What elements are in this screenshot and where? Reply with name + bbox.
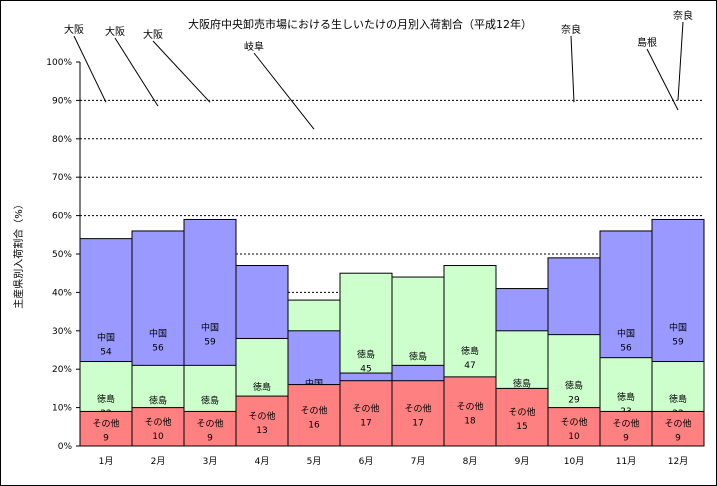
- segment-value-label: 17: [412, 418, 423, 428]
- segment-name-label: 徳島: [565, 379, 583, 391]
- segment-value-label: 59: [204, 338, 216, 348]
- segment-value-label: 10: [568, 432, 580, 442]
- y-tick-label: 80%: [52, 135, 72, 145]
- segment-value-label: 18: [464, 416, 476, 426]
- bar-segment: [235, 395, 289, 447]
- segment-value-label: 13: [256, 426, 267, 436]
- x-tick-label: 3月: [203, 456, 218, 467]
- segment-name-label: 徳島: [461, 345, 479, 357]
- segment-value-label: 56: [152, 343, 164, 353]
- callout-line: [570, 35, 575, 103]
- segment-name-label: 中国: [149, 327, 167, 339]
- y-tick-label: 90%: [52, 96, 72, 106]
- x-tick-label: 8月: [463, 456, 478, 467]
- segment-name-label: 徳島: [149, 395, 167, 407]
- x-tick-label: 2月: [151, 456, 166, 467]
- segment-value-label: 9: [103, 434, 109, 444]
- y-tick-label: 40%: [52, 288, 72, 298]
- callout-line: [677, 21, 684, 101]
- bar-segment: [599, 410, 653, 447]
- bar-segment: [547, 407, 601, 447]
- x-tick-label: 9月: [515, 456, 530, 467]
- segment-name-label: 中国: [201, 322, 219, 334]
- callout-line: [253, 52, 315, 130]
- bar-segment: [443, 376, 497, 447]
- segment-value-label: 10: [152, 432, 164, 442]
- x-tick-label: 4月: [255, 456, 270, 467]
- bar-segment: [131, 407, 185, 447]
- segment-value-label: 56: [620, 343, 632, 353]
- y-tick-label: 60%: [52, 212, 72, 222]
- callout-line: [114, 37, 159, 107]
- segment-value-label: 45: [360, 365, 371, 375]
- segment-value-label: 54: [100, 347, 112, 357]
- segment-value-label: 9: [207, 434, 213, 444]
- x-tick-label: 1月: [99, 456, 114, 467]
- segment-name-label: 徳島: [253, 381, 271, 393]
- segment-value-label: 59: [672, 338, 684, 348]
- segment-value-label: 15: [516, 422, 527, 432]
- segment-name-label: その他: [352, 402, 379, 414]
- segment-value-label: 29: [568, 395, 580, 405]
- segment-name-label: 徳島: [97, 393, 115, 405]
- callout-label: 奈良: [673, 9, 693, 22]
- bar-segment: [339, 380, 393, 447]
- segment-name-label: その他: [404, 402, 431, 414]
- segment-value-label: 17: [360, 418, 371, 428]
- segment-value-label: 47: [464, 361, 475, 371]
- segment-name-label: その他: [144, 416, 171, 428]
- x-tick-label: 5月: [307, 456, 322, 467]
- segment-name-label: 徳島: [617, 391, 635, 403]
- y-tick-label: 30%: [52, 327, 72, 337]
- y-tick-label: 100%: [46, 58, 72, 68]
- callout-label: 大阪: [143, 28, 163, 41]
- callout-line: [73, 35, 107, 103]
- segment-name-label: その他: [560, 416, 587, 428]
- segment-name-label: 徳島: [201, 395, 219, 407]
- y-tick-label: 10%: [52, 404, 72, 414]
- x-tick-label: 6月: [359, 456, 374, 467]
- segment-name-label: その他: [300, 404, 327, 416]
- x-tick-label: 10月: [564, 456, 584, 467]
- segment-name-label: 徳島: [409, 351, 427, 363]
- segment-value-label: 9: [675, 434, 681, 444]
- segment-name-label: 中国: [669, 322, 687, 334]
- chart-title: 大阪府中央卸売市場における生しいたけの月別入荷割合（平成12年）: [188, 17, 532, 31]
- callout-line: [646, 48, 679, 111]
- callout-line: [152, 40, 211, 103]
- segment-name-label: 徳島: [669, 393, 687, 405]
- segment-name-label: その他: [664, 418, 691, 430]
- segment-name-label: その他: [248, 410, 275, 422]
- callout-label: 大阪: [64, 23, 84, 36]
- bar-segment: [183, 410, 237, 447]
- bar-segment: [651, 410, 705, 447]
- segment-name-label: 中国: [617, 327, 635, 339]
- y-tick-label: 20%: [52, 365, 72, 375]
- segment-name-label: 中国: [97, 331, 115, 343]
- axes: 0% 10% 20% 30% 40% 50% 60% 70% 80% 90% 100% 1月 2月 3月 4…: [46, 58, 704, 467]
- x-tick-label: 7月: [411, 456, 426, 467]
- x-tick-label: 12月: [668, 456, 688, 467]
- segment-value-label: 16: [308, 420, 320, 430]
- bar-segment: [391, 380, 445, 447]
- segment-name-label: その他: [612, 418, 639, 430]
- x-tick-label: 11月: [616, 456, 636, 467]
- segment-name-label: 徳島: [357, 349, 375, 361]
- segment-name-label: その他: [196, 418, 223, 430]
- y-axis-label: 主産県別入荷割合（%）: [12, 199, 25, 309]
- y-tick-label: 70%: [52, 173, 72, 183]
- callout-label: 岐阜: [244, 40, 264, 53]
- callout-label: 大阪: [105, 25, 125, 38]
- segment-name-label: その他: [456, 400, 483, 412]
- segment-name-label: 徳島: [513, 377, 531, 389]
- callout-label: 奈良: [561, 23, 581, 36]
- segment-name-label: その他: [508, 406, 535, 418]
- segment-name-label: その他: [92, 418, 119, 430]
- callout-label: 島根: [637, 36, 657, 49]
- y-tick-label: 0%: [58, 442, 73, 452]
- y-tick-label: 50%: [52, 250, 72, 260]
- segment-value-label: 9: [623, 434, 629, 444]
